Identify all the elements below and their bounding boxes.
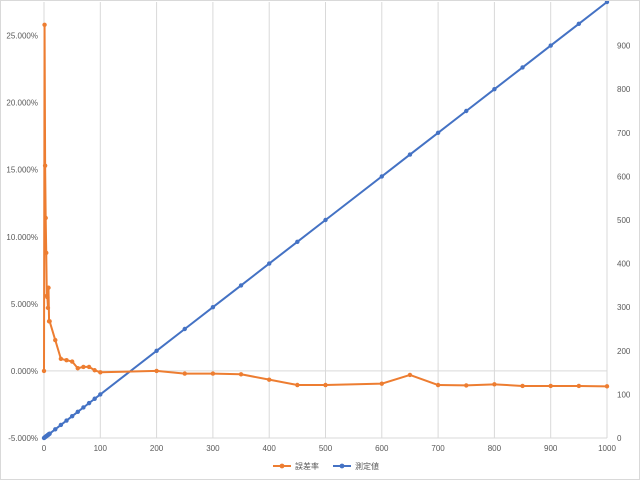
- data-point-measured: [47, 431, 52, 436]
- data-point-error-rate: [238, 372, 244, 377]
- data-point-error-rate: [43, 215, 48, 221]
- x-tick-label: 200: [150, 444, 164, 453]
- data-point-error-rate: [81, 364, 86, 370]
- y-right-tick-label: 400: [617, 260, 631, 269]
- data-point-error-rate: [98, 370, 103, 375]
- data-point-measured: [295, 239, 300, 244]
- x-tick-label: 1000: [598, 444, 616, 453]
- y-left-tick-label: 15.000%: [6, 166, 38, 175]
- data-point-error-rate: [576, 383, 582, 389]
- legend-label: 誤差率: [295, 461, 319, 471]
- data-point-error-rate: [45, 294, 50, 300]
- data-point-measured: [58, 422, 64, 428]
- data-point-measured: [435, 130, 441, 135]
- x-tick-label: 100: [94, 444, 108, 453]
- data-point-measured: [81, 405, 86, 410]
- y-right-tick-label: 100: [617, 390, 631, 399]
- data-point-error-rate: [44, 250, 49, 256]
- data-point-error-rate: [295, 382, 300, 388]
- x-tick-label: 900: [544, 444, 558, 453]
- data-point-measured: [182, 326, 187, 332]
- data-point-error-rate: [182, 371, 187, 376]
- y-right-tick-label: 600: [617, 172, 631, 181]
- data-point-error-rate: [64, 357, 69, 363]
- data-point-measured: [323, 217, 328, 223]
- data-point-error-rate: [58, 356, 64, 362]
- y-left-tick-label: -5.000%: [8, 434, 38, 443]
- data-point-error-rate: [210, 371, 216, 376]
- data-point-measured: [154, 348, 159, 353]
- data-point-error-rate: [41, 368, 47, 374]
- data-point-error-rate: [407, 372, 413, 378]
- data-point-measured: [69, 414, 75, 419]
- data-point-error-rate: [46, 285, 51, 290]
- data-point-measured: [92, 396, 97, 401]
- y-right-tick-label: 500: [617, 216, 631, 225]
- data-point-error-rate: [53, 337, 58, 343]
- x-tick-label: 500: [319, 444, 333, 453]
- data-point-measured: [238, 283, 244, 288]
- data-point-error-rate: [42, 163, 48, 168]
- legend-swatch-marker: [279, 463, 285, 469]
- data-point-error-rate: [548, 383, 553, 389]
- y-right-tick-label: 900: [617, 42, 631, 51]
- x-tick-label: 700: [431, 444, 445, 453]
- data-point-error-rate: [520, 383, 525, 389]
- y-left-tick-label: 20.000%: [6, 99, 38, 108]
- data-point-error-rate: [492, 382, 497, 387]
- data-point-error-rate: [464, 383, 469, 388]
- data-point-error-rate: [435, 382, 441, 388]
- data-point-measured: [492, 87, 497, 92]
- legend-label: 測定値: [355, 461, 379, 471]
- data-point-error-rate: [267, 377, 272, 382]
- data-point-error-rate: [75, 366, 80, 371]
- data-point-error-rate: [42, 22, 47, 28]
- y-right-tick-label: 700: [617, 129, 631, 138]
- data-point-measured: [53, 427, 58, 432]
- data-point-measured: [464, 108, 469, 114]
- y-left-tick-label: 5.000%: [11, 300, 38, 309]
- data-point-measured: [379, 174, 384, 179]
- x-tick-label: 300: [206, 444, 220, 453]
- x-tick-label: 0: [42, 444, 47, 453]
- data-point-measured: [86, 400, 92, 406]
- data-point-error-rate: [154, 368, 159, 374]
- data-point-error-rate: [323, 382, 328, 388]
- data-point-measured: [407, 152, 413, 157]
- legend-swatch-marker: [339, 463, 345, 469]
- x-tick-label: 600: [375, 444, 389, 453]
- data-point-measured: [520, 65, 525, 70]
- y-right-tick-label: 800: [617, 85, 631, 94]
- data-point-error-rate: [86, 364, 92, 370]
- data-point-error-rate: [379, 381, 384, 386]
- data-point-measured: [548, 43, 553, 48]
- x-tick-label: 800: [488, 444, 502, 453]
- data-point-measured: [75, 409, 80, 415]
- data-point-measured: [210, 305, 216, 310]
- y-left-tick-label: 0.000%: [11, 367, 38, 376]
- data-point-error-rate: [47, 319, 52, 324]
- y-right-tick-label: 300: [617, 303, 631, 312]
- x-tick-label: 400: [263, 444, 277, 453]
- data-point-error-rate: [604, 384, 610, 389]
- data-point-measured: [576, 21, 582, 26]
- y-right-tick-label: 200: [617, 347, 631, 356]
- data-point-error-rate: [69, 359, 75, 364]
- data-point-measured: [64, 418, 69, 423]
- data-point-error-rate: [45, 305, 51, 311]
- y-left-tick-label: 10.000%: [6, 233, 38, 242]
- data-point-measured: [604, 1, 610, 5]
- y-left-tick-label: 25.000%: [6, 32, 38, 41]
- data-point-error-rate: [92, 368, 97, 373]
- y-right-tick-label: 0: [617, 434, 622, 443]
- data-point-measured: [98, 392, 103, 397]
- data-point-measured: [267, 261, 272, 266]
